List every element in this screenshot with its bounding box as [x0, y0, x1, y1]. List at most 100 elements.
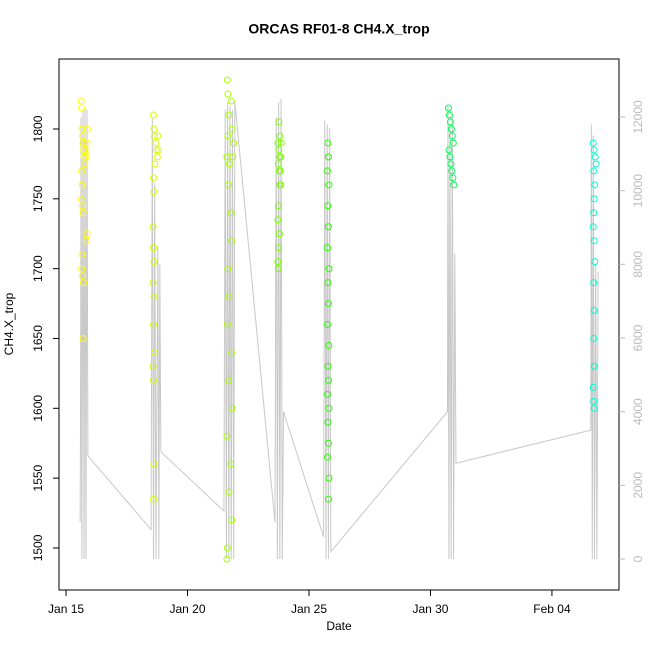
data-point [150, 348, 158, 356]
data-point [274, 160, 282, 168]
data-point [78, 181, 86, 189]
data-point [324, 418, 332, 426]
data-point [150, 495, 158, 503]
data-point [223, 555, 231, 563]
data-point [82, 153, 90, 161]
data-point [77, 97, 85, 105]
x-tick-label: Jan 25 [291, 602, 327, 616]
data-point [589, 383, 597, 391]
data-point [590, 195, 598, 203]
data-point [79, 272, 87, 280]
data-point [324, 439, 332, 447]
chart-title: ORCAS RF01-8 CH4.X_trop [248, 21, 429, 37]
data-point [224, 90, 232, 98]
data-point [228, 348, 236, 356]
y-tick-label: 1700 [31, 255, 45, 282]
y-tick-label: 1650 [31, 325, 45, 352]
data-point [225, 111, 233, 119]
x-tick-label: Feb 04 [533, 602, 571, 616]
data-point [323, 167, 331, 175]
data-point [275, 146, 283, 154]
data-point [274, 258, 282, 266]
data-point [449, 174, 457, 182]
data-point [80, 146, 88, 154]
data-point [228, 404, 236, 412]
data-point [224, 181, 232, 189]
data-point [150, 188, 158, 196]
data-point [223, 76, 231, 84]
y-axis-label: CH4.X_trop [2, 292, 16, 355]
data-point [276, 167, 284, 175]
data-point [324, 202, 332, 210]
data-point [150, 132, 158, 140]
data-point [324, 300, 332, 308]
data-point [276, 132, 284, 140]
data-point [590, 362, 598, 370]
y2-tick-label: 6000 [631, 324, 645, 351]
data-point [447, 125, 455, 133]
data-point [151, 160, 159, 168]
data-point [590, 237, 598, 245]
data-point [82, 146, 90, 154]
data-point [592, 160, 600, 168]
data-point [79, 209, 87, 217]
x-axis-label: Date [326, 619, 352, 633]
data-point [224, 132, 232, 140]
y2-tick-label: 10000 [631, 174, 645, 208]
data-point [274, 244, 282, 252]
data-point [227, 97, 235, 105]
data-point [590, 307, 598, 315]
data-point [448, 132, 456, 140]
data-point [324, 279, 332, 287]
data-point [150, 376, 158, 384]
data-point [277, 153, 285, 161]
data-point [225, 488, 233, 496]
data-point [274, 202, 282, 210]
data-point [447, 160, 455, 168]
data-point [275, 230, 283, 238]
data-point [448, 167, 456, 175]
x-tick-label: Jan 15 [48, 602, 84, 616]
data-point [325, 404, 333, 412]
data-point [150, 293, 158, 301]
data-point [78, 265, 86, 273]
y-tick-label: 1600 [31, 395, 45, 422]
data-point [446, 153, 454, 161]
data-point [228, 516, 236, 524]
data-point [150, 460, 158, 468]
data-point [324, 495, 332, 503]
data-point [590, 404, 598, 412]
data-point [444, 104, 452, 112]
plot-frame [58, 58, 620, 591]
data-point [223, 321, 231, 328]
data-point [324, 376, 332, 384]
y-tick-label: 1800 [31, 115, 45, 142]
data-point [590, 334, 598, 342]
data-point [79, 202, 87, 210]
data-point [274, 265, 282, 273]
data-point [223, 432, 231, 440]
y2-tick-label: 4000 [631, 398, 645, 425]
data-point [445, 111, 453, 119]
y2-tick-label: 12000 [631, 100, 645, 134]
x-tick-label: Jan 30 [412, 602, 448, 616]
y2-tick-label: 8000 [631, 251, 645, 278]
data-point [152, 139, 160, 147]
data-point [153, 153, 161, 161]
data-point [81, 160, 89, 168]
data-point [325, 341, 333, 349]
y-tick-label: 1550 [31, 464, 45, 491]
data-point [324, 153, 332, 161]
y-tick-label: 1500 [31, 534, 45, 561]
data-point [324, 223, 332, 231]
data-point [227, 209, 235, 217]
data-point [224, 265, 232, 273]
data-point [223, 544, 231, 552]
data-point [277, 139, 285, 147]
data-point [79, 132, 87, 140]
data-point [83, 139, 91, 147]
data-point [323, 453, 331, 461]
data-point [324, 139, 332, 147]
data-point [227, 460, 235, 468]
